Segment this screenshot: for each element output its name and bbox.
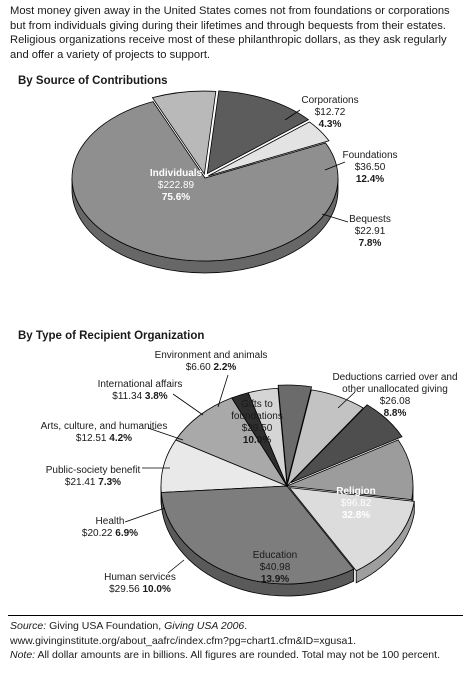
label-arts-culture-and-humanities-0: Arts, culture, and humanities — [41, 421, 168, 432]
note-label: Note: — [10, 649, 36, 661]
label-deductions-carried-over-and-other-unallocated-giving-2: $26.08 — [380, 396, 411, 407]
footer-rule — [8, 615, 463, 616]
label-value-health: $20.22 6.9% — [82, 528, 138, 539]
leader-line-deductions-carried-over-and-other-unallocated-giving — [337, 391, 356, 409]
label-public-society-benefit-0: Public-society benefit — [46, 465, 141, 476]
label-religion-1: $96.82 — [341, 498, 372, 509]
label-gifts-to-foundations-1: foundations — [231, 411, 283, 422]
label-environment-and-animals-0: Environment and animals — [155, 350, 268, 361]
intro-paragraph: Most money given away in the United Stat… — [10, 5, 450, 61]
label-health-0: Health — [96, 516, 125, 527]
label-gifts-to-foundations-2: $29.50 — [242, 423, 273, 434]
label-corporations-0: Corporations — [301, 95, 358, 106]
leader-line-foundations — [324, 161, 346, 171]
label-individuals-0: Individuals — [150, 168, 203, 179]
label-corporations-1: $12.72 — [315, 107, 346, 118]
pie-slices — [160, 384, 415, 585]
label-value-public-society-benefit: $21.41 7.3% — [65, 477, 121, 488]
label-education-1: $40.98 — [260, 562, 291, 573]
label-gifts-to-foundations-3: 10.0% — [243, 435, 271, 446]
pie-slice-bequests — [151, 90, 217, 176]
pie-slice-public-society-benefit — [286, 389, 364, 488]
leader-line-arts-culture-and-humanities — [147, 427, 184, 441]
pie-slice-education — [288, 487, 415, 572]
chart-title-recipient: By Type of Recipient Organization — [18, 330, 205, 342]
pie-slice-corporations — [208, 121, 330, 177]
label-religion-2: 32.8% — [342, 510, 370, 521]
chart-title-source: By Source of Contributions — [18, 75, 168, 87]
label-religion-0: Religion — [336, 486, 375, 497]
leader-line-environment-and-animals — [217, 374, 229, 408]
label-corporations-2: 4.3% — [319, 119, 342, 130]
note-text: All dollar amounts are in billions. All … — [35, 649, 440, 661]
label-foundations-0: Foundations — [342, 150, 397, 161]
label-value-human-services: $29.56 10.0% — [109, 584, 171, 595]
source-label: Source: — [10, 620, 47, 632]
label-foundations-1: $36.50 — [355, 162, 386, 173]
label-value-environment-and-animals: $6.60 2.2% — [186, 362, 237, 373]
label-bequests-1: $22.91 — [355, 226, 386, 237]
note-line: Note: All dollar amounts are in billions… — [10, 648, 465, 663]
label-education-0: Education — [253, 550, 297, 561]
source-text-2: . www.givinginstitute.org/about_aafrc/in… — [10, 620, 357, 647]
label-international-affairs-0: International affairs — [98, 379, 183, 390]
leader-line-human-services — [167, 559, 185, 574]
leader-line-international-affairs — [172, 393, 204, 416]
pie-slice-foundations — [206, 90, 310, 175]
pie-slice-environment-and-animals — [231, 392, 288, 487]
leader-line-corporations — [284, 109, 301, 121]
label-individuals-1: $222.89 — [158, 180, 195, 191]
label-gifts-to-foundations-0: Gifts to — [241, 399, 273, 410]
pie-slice-individuals — [71, 101, 339, 262]
pie-slice-health — [290, 404, 403, 484]
label-individuals-2: 75.6% — [162, 192, 190, 203]
label-value-arts-culture-and-humanities: $12.51 4.2% — [76, 433, 132, 444]
footer: Source: Giving USA Foundation, Giving US… — [10, 619, 465, 663]
label-bequests-0: Bequests — [349, 214, 391, 225]
label-foundations-2: 12.4% — [356, 174, 384, 185]
pie-slice-arts-culture-and-humanities — [277, 384, 313, 484]
label-bequests-2: 7.8% — [359, 238, 382, 249]
pie-slice-human-services — [286, 439, 414, 501]
pie-slice-religion — [160, 485, 355, 585]
label-education-2: 13.9% — [261, 574, 289, 585]
label-deductions-carried-over-and-other-unallocated-giving-0: Deductions carried over and — [332, 372, 457, 383]
source-title: Giving USA 2006 — [164, 620, 245, 632]
label-value-international-affairs: $11.34 3.8% — [112, 391, 168, 402]
pie-slice-gifts-to-foundations — [175, 397, 289, 487]
pie-slices — [71, 90, 339, 262]
label-deductions-carried-over-and-other-unallocated-giving-3: 8.8% — [384, 408, 407, 419]
source-text-1: Giving USA Foundation, — [46, 620, 165, 632]
leader-line-health — [124, 507, 166, 523]
leader-line-bequests — [321, 213, 349, 223]
source-line: Source: Giving USA Foundation, Giving US… — [10, 619, 465, 648]
label-human-services-0: Human services — [104, 572, 176, 583]
label-deductions-carried-over-and-other-unallocated-giving-1: other unallocated giving — [342, 384, 448, 395]
